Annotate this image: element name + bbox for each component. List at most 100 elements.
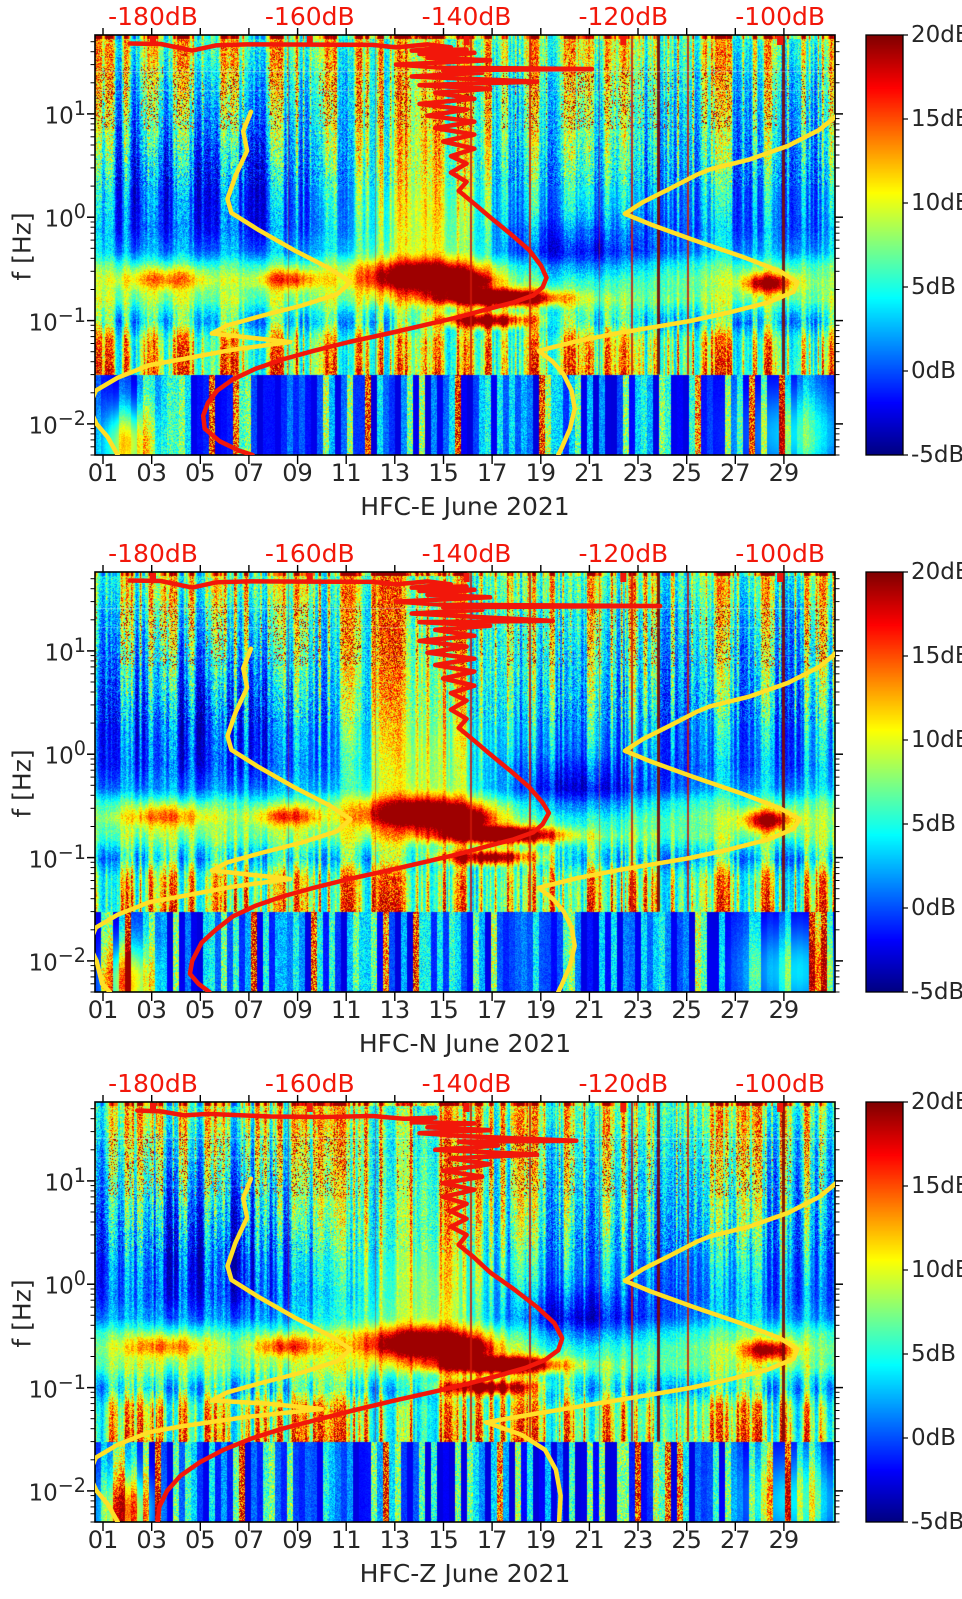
x-tick-label: 01 xyxy=(87,1526,119,1554)
x-tick-label: 11 xyxy=(330,1526,362,1554)
colorbar-tick-label: 20dB xyxy=(911,1089,962,1115)
top-db-label: -160dB xyxy=(264,1069,355,1098)
y-tick-label: 10−1 xyxy=(28,1370,86,1404)
top-db-label: -180dB xyxy=(108,1069,198,1098)
top-db-label: -160dB xyxy=(264,2,355,31)
y-tick-label: 100 xyxy=(44,1267,86,1300)
colorbar-tick-label: 20dB xyxy=(911,22,962,48)
x-tick-label: 01 xyxy=(87,459,119,487)
x-tick-label: 05 xyxy=(185,459,216,487)
x-tick-label: 25 xyxy=(671,996,702,1024)
x-tick-label: 11 xyxy=(330,459,362,487)
colorbar-tick-label: 5dB xyxy=(911,1341,957,1367)
x-tick-label: 25 xyxy=(671,459,702,487)
top-db-label: -120dB xyxy=(578,2,669,31)
x-tick-label: 23 xyxy=(622,459,654,487)
y-axis-label: f [Hz] xyxy=(7,749,37,818)
colorbar-tick-label: 0dB xyxy=(911,358,957,384)
colorbar-tick-label: 15dB xyxy=(911,643,962,669)
x-tick-label: 15 xyxy=(428,996,459,1024)
x-tick-label: 07 xyxy=(233,459,265,487)
top-db-label: -140dB xyxy=(421,2,512,31)
x-tick-label: 03 xyxy=(136,1526,167,1554)
x-tick-label: 17 xyxy=(476,996,508,1024)
colorbar-tick-label: 15dB xyxy=(911,1173,962,1199)
x-tick-label: 05 xyxy=(185,1526,216,1554)
y-tick-label: 10−2 xyxy=(28,943,86,977)
x-tick-label: 19 xyxy=(525,996,557,1024)
colorbar-gradient xyxy=(866,572,903,992)
x-tick-label: 05 xyxy=(185,996,216,1024)
x-tick-label: 07 xyxy=(233,1526,265,1554)
x-tick-label: 27 xyxy=(720,459,751,487)
top-db-label: -100dB xyxy=(735,539,825,568)
colorbar-tick-label: -5dB xyxy=(911,442,962,468)
x-tick-label: 29 xyxy=(768,1526,800,1554)
panel-title: HFC-E June 2021 xyxy=(360,492,570,521)
x-tick-label: 15 xyxy=(428,1526,459,1554)
x-tick-label: 09 xyxy=(282,459,313,487)
spectrogram-heatmap xyxy=(95,1102,835,1522)
y-tick-label: 101 xyxy=(44,1163,86,1197)
top-db-label: -140dB xyxy=(421,1069,512,1098)
x-tick-label: 27 xyxy=(720,1526,751,1554)
x-tick-label: 15 xyxy=(428,459,459,487)
y-tick-label: 101 xyxy=(44,633,86,667)
x-tick-label: 13 xyxy=(379,996,411,1024)
x-tick-label: 19 xyxy=(525,1526,557,1554)
x-tick-label: 13 xyxy=(379,459,411,487)
colorbar-tick-label: 10dB xyxy=(911,727,962,753)
top-db-label: -120dB xyxy=(578,1069,669,1098)
x-tick-label: 13 xyxy=(379,1526,411,1554)
x-tick-label: 03 xyxy=(136,459,167,487)
x-tick-label: 25 xyxy=(671,1526,702,1554)
x-tick-label: 03 xyxy=(136,996,167,1024)
x-tick-label: 07 xyxy=(233,996,265,1024)
y-tick-label: 10−1 xyxy=(28,303,86,337)
x-tick-label: 29 xyxy=(768,459,800,487)
x-tick-label: 27 xyxy=(720,996,751,1024)
top-db-label: -140dB xyxy=(421,539,512,568)
colorbar-tick-label: 5dB xyxy=(911,274,957,300)
colorbar-tick-label: 10dB xyxy=(911,1257,962,1283)
x-tick-label: 17 xyxy=(476,1526,508,1554)
top-db-label: -180dB xyxy=(108,2,198,31)
colorbar-tick-label: 5dB xyxy=(911,811,957,837)
top-db-label: -160dB xyxy=(264,539,355,568)
colorbar-gradient xyxy=(866,35,903,455)
panel-title: HFC-N June 2021 xyxy=(358,1029,572,1058)
x-tick-label: 23 xyxy=(622,1526,654,1554)
x-tick-label: 09 xyxy=(282,996,313,1024)
x-tick-label: 21 xyxy=(574,1526,605,1554)
x-tick-label: 11 xyxy=(330,996,362,1024)
colorbar-tick-label: 0dB xyxy=(911,1425,957,1451)
colorbar-tick-label: 10dB xyxy=(911,190,962,216)
spectrogram-panel-hfc-z: -180dB -160dB -140dB -120dB -100dB 101 100 10−… xyxy=(0,1067,962,1599)
colorbar-tick-label: -5dB xyxy=(911,979,962,1005)
x-tick-label: 21 xyxy=(574,459,605,487)
panel-title: HFC-Z June 2021 xyxy=(359,1559,571,1588)
top-db-label: -120dB xyxy=(578,539,669,568)
spectrogram-panel-hfc-e: -180dB -160dB -140dB -120dB -100dB 101 100 10−… xyxy=(0,0,962,537)
x-tick-label: 21 xyxy=(574,996,605,1024)
y-tick-label: 101 xyxy=(44,96,86,130)
x-tick-label: 17 xyxy=(476,459,508,487)
x-tick-label: 19 xyxy=(525,459,557,487)
colorbar-tick-label: 0dB xyxy=(911,895,957,921)
y-tick-label: 100 xyxy=(44,200,86,233)
y-tick-label: 10−2 xyxy=(28,406,86,440)
colorbar-tick-label: 15dB xyxy=(911,106,962,132)
x-tick-label: 01 xyxy=(87,996,119,1024)
y-axis-label: f [Hz] xyxy=(7,1279,37,1348)
y-axis-label: f [Hz] xyxy=(7,212,37,281)
x-tick-label: 29 xyxy=(768,996,800,1024)
x-tick-label: 23 xyxy=(622,996,654,1024)
colorbar-tick-label: 20dB xyxy=(911,559,962,585)
spectrogram-heatmap xyxy=(95,35,835,455)
x-tick-label: 09 xyxy=(282,1526,313,1554)
y-tick-label: 100 xyxy=(44,737,86,770)
y-tick-label: 10−1 xyxy=(28,840,86,874)
top-db-label: -180dB xyxy=(108,539,198,568)
spectrogram-panel-hfc-n: -180dB -160dB -140dB -120dB -100dB 101 100 10−… xyxy=(0,537,962,1067)
